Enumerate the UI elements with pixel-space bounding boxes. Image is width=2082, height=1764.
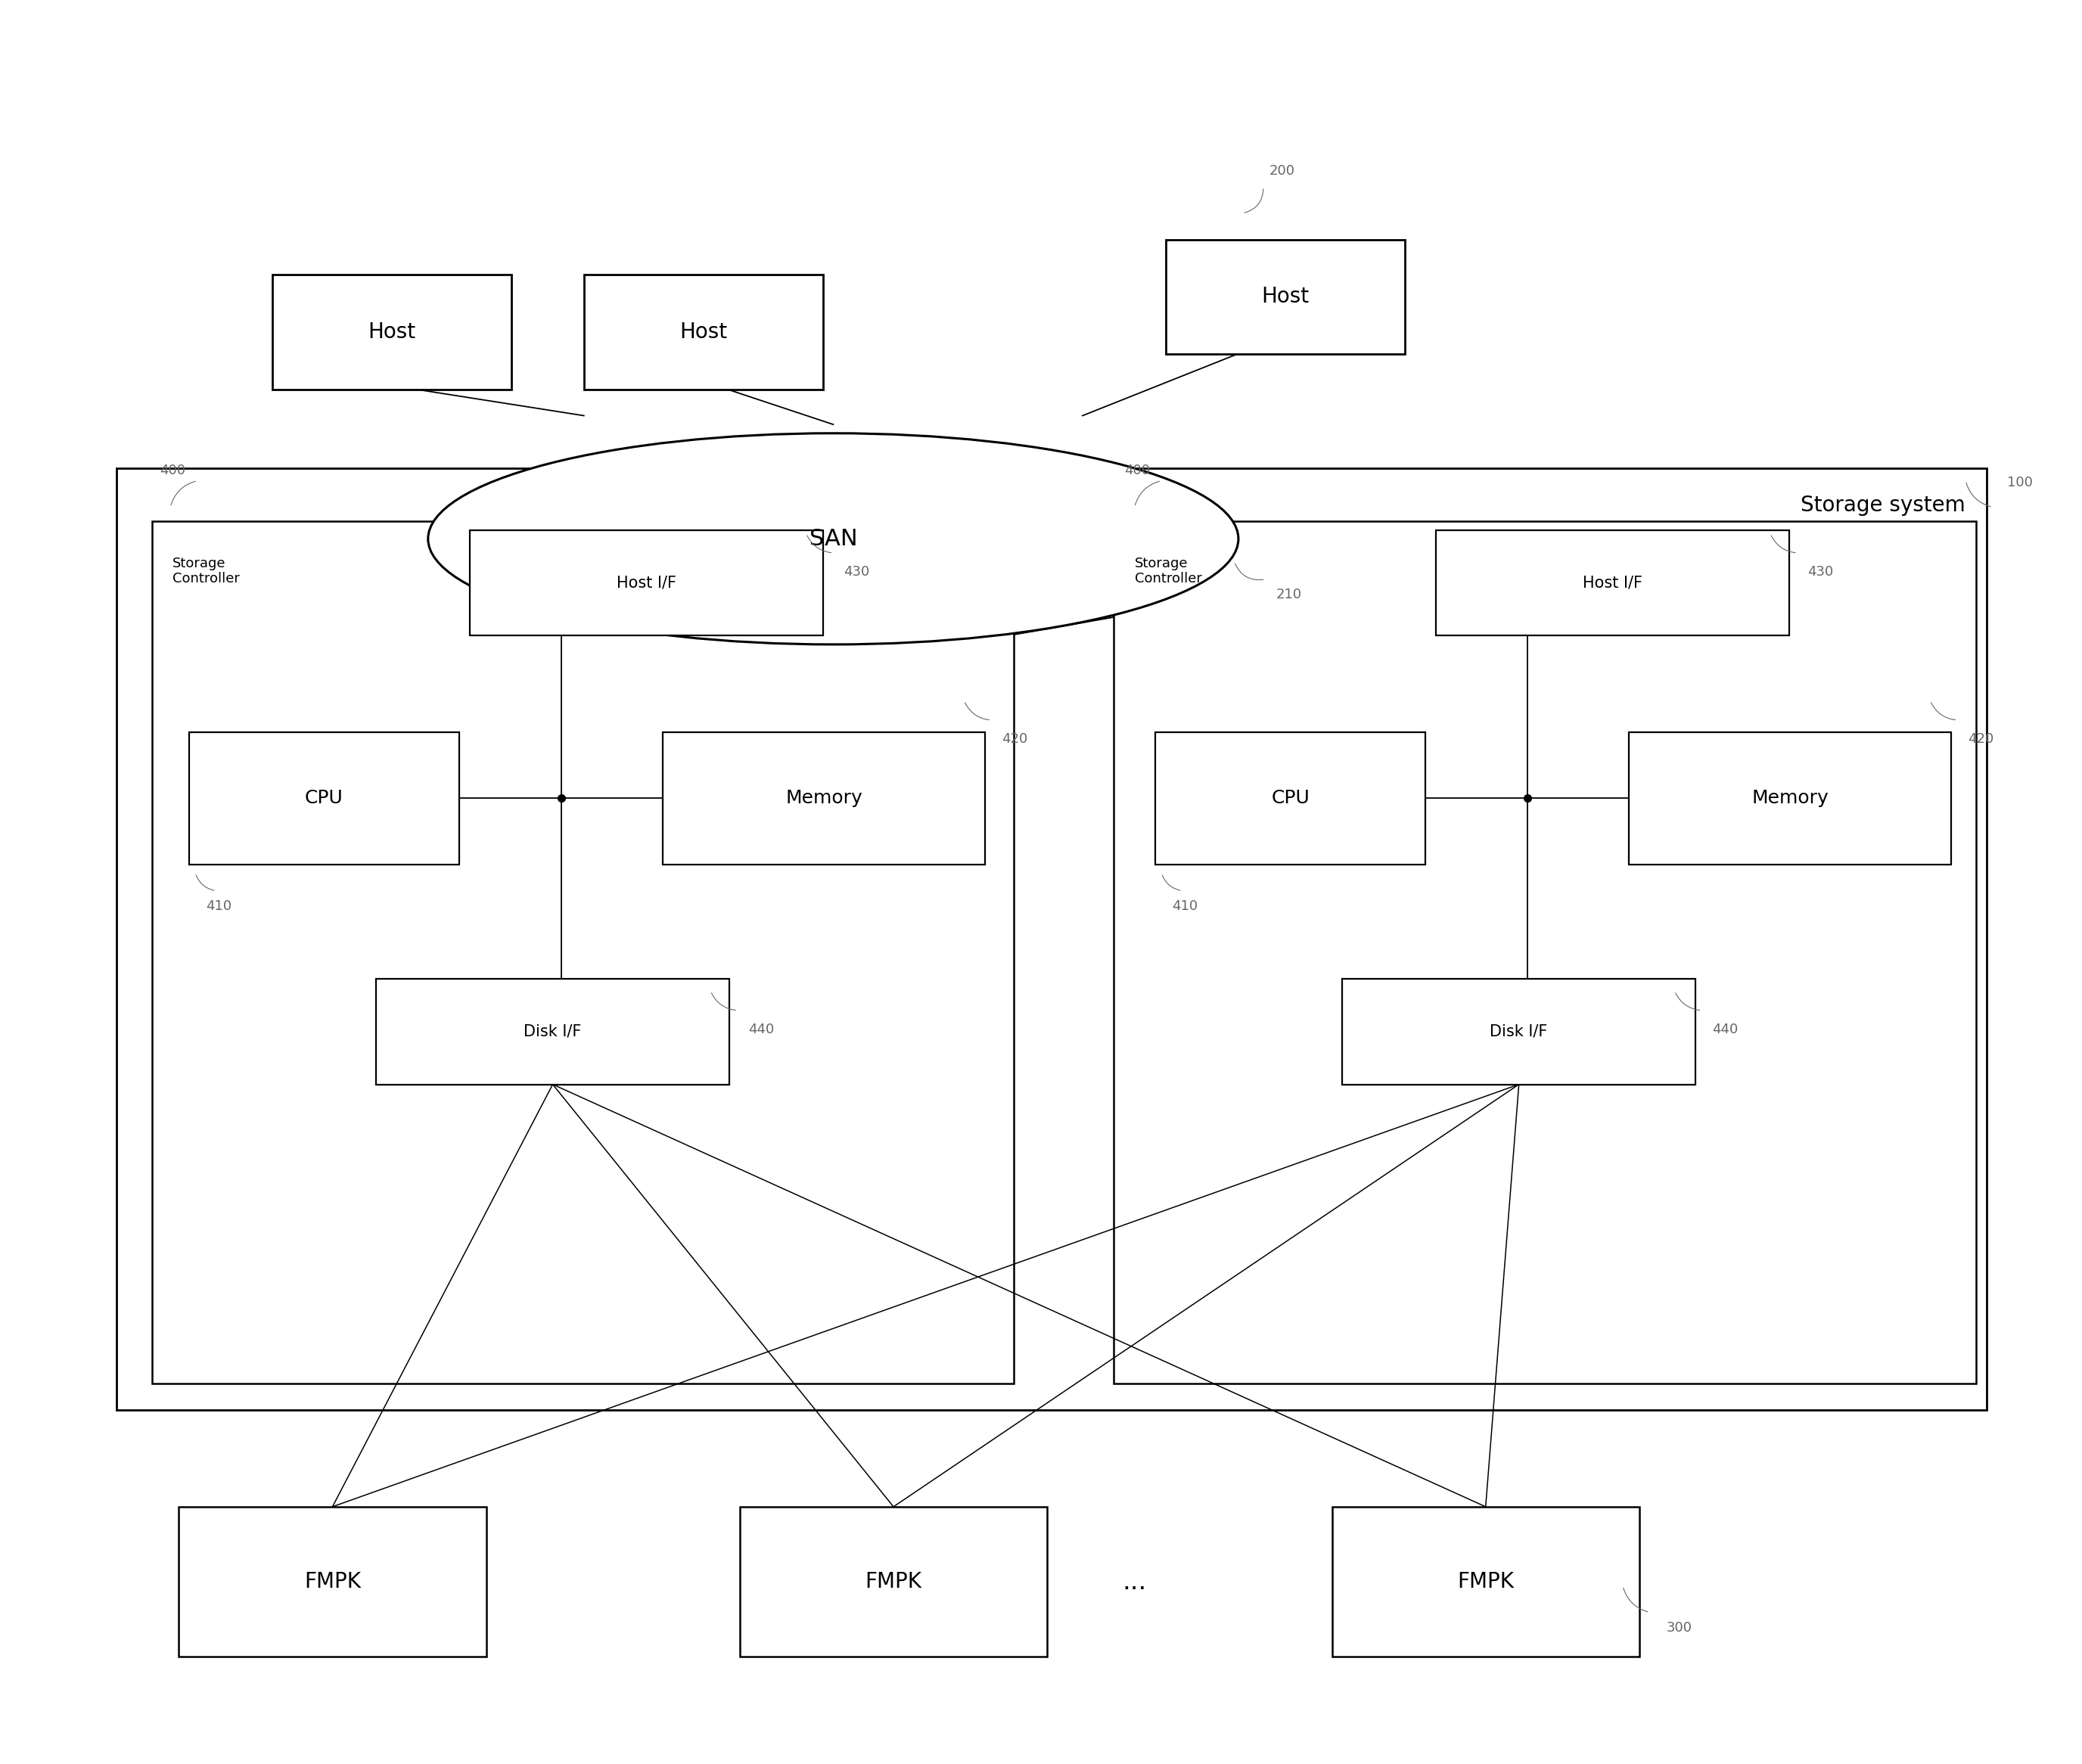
Text: 410: 410	[1172, 900, 1197, 914]
Text: 300: 300	[1666, 1621, 1693, 1635]
Text: Memory: Memory	[785, 789, 862, 808]
Text: 430: 430	[843, 564, 870, 579]
Text: Host I/F: Host I/F	[616, 575, 677, 591]
Text: 200: 200	[1270, 164, 1295, 178]
FancyBboxPatch shape	[179, 1506, 487, 1656]
FancyBboxPatch shape	[1437, 529, 1788, 635]
Text: Host: Host	[1262, 286, 1310, 307]
FancyBboxPatch shape	[1114, 520, 1976, 1383]
Text: Host I/F: Host I/F	[1582, 575, 1643, 591]
FancyBboxPatch shape	[1166, 240, 1405, 355]
Text: Storage
Controller: Storage Controller	[173, 556, 239, 586]
Text: 440: 440	[1711, 1023, 1738, 1037]
Text: Disk I/F: Disk I/F	[525, 1025, 581, 1039]
Text: FMPK: FMPK	[304, 1572, 360, 1593]
FancyBboxPatch shape	[1628, 732, 1951, 864]
Text: 100: 100	[2007, 476, 2032, 490]
Text: Host: Host	[679, 321, 727, 342]
FancyBboxPatch shape	[583, 275, 822, 390]
FancyBboxPatch shape	[662, 732, 985, 864]
Text: Disk I/F: Disk I/F	[1491, 1025, 1547, 1039]
Text: ...: ...	[1122, 1570, 1147, 1595]
Text: SAN: SAN	[810, 527, 858, 550]
Text: 420: 420	[1967, 732, 1995, 746]
Text: FMPK: FMPK	[866, 1572, 922, 1593]
Ellipse shape	[429, 434, 1239, 644]
Text: Memory: Memory	[1751, 789, 1828, 808]
FancyBboxPatch shape	[152, 520, 1014, 1383]
Text: Storage
Controller: Storage Controller	[1135, 556, 1201, 586]
Text: 400: 400	[160, 464, 185, 478]
Text: Storage system: Storage system	[1801, 496, 1965, 517]
Text: FMPK: FMPK	[1457, 1572, 1514, 1593]
Text: 400: 400	[1124, 464, 1149, 478]
Text: 430: 430	[1807, 564, 1834, 579]
FancyBboxPatch shape	[471, 529, 822, 635]
Text: 440: 440	[747, 1023, 775, 1037]
Text: 410: 410	[206, 900, 231, 914]
FancyBboxPatch shape	[739, 1506, 1047, 1656]
Text: Host: Host	[369, 321, 416, 342]
Text: 420: 420	[1001, 732, 1026, 746]
FancyBboxPatch shape	[377, 979, 729, 1085]
FancyBboxPatch shape	[1156, 732, 1426, 864]
Text: CPU: CPU	[1272, 789, 1310, 808]
FancyBboxPatch shape	[189, 732, 460, 864]
FancyBboxPatch shape	[273, 275, 512, 390]
FancyBboxPatch shape	[1343, 979, 1695, 1085]
Text: CPU: CPU	[304, 789, 344, 808]
FancyBboxPatch shape	[117, 469, 1986, 1409]
Text: 210: 210	[1276, 587, 1301, 602]
FancyBboxPatch shape	[1332, 1506, 1639, 1656]
